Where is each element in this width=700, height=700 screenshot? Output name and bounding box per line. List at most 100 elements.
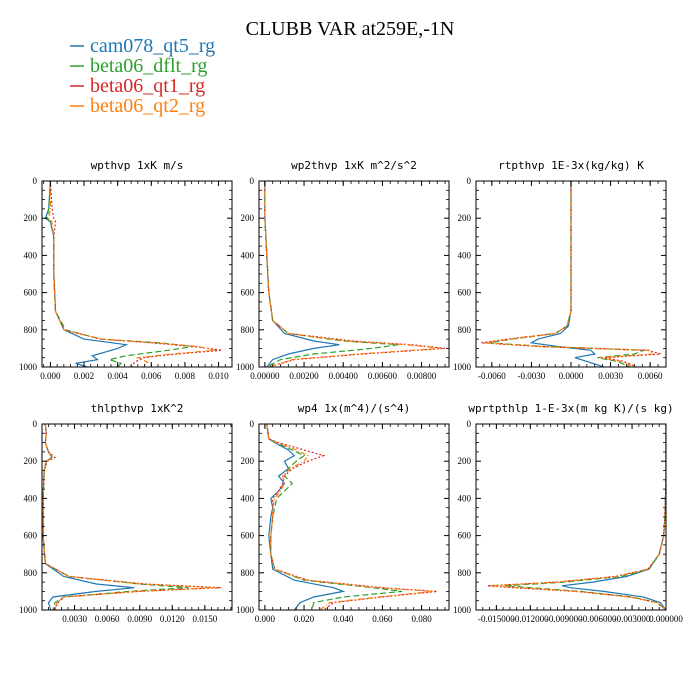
x-tick-label: 0.040 (333, 614, 354, 624)
y-tick-label: 1000 (236, 362, 255, 372)
series-line-1 (266, 424, 346, 610)
panel-2: wp2thvp 1xK m^2/s^2 0 200 400 600 800 1000 0.00… (236, 159, 450, 381)
y-tick-label: 0 (467, 176, 472, 186)
series-line-3 (264, 181, 446, 367)
x-tick-label: 0.0000 (559, 371, 584, 381)
panel-3: rtpthvp 1E-3x(kg/kg) K02004006008001000-… (453, 159, 667, 381)
y-tick-label: 400 (24, 493, 38, 503)
series-line-4 (485, 181, 654, 367)
x-tick-label: -0.003000 (614, 614, 651, 624)
y-tick-label: 600 (24, 288, 38, 298)
series-group (487, 424, 666, 610)
series-line-4 (490, 424, 666, 610)
y-tick-label: 400 (241, 250, 255, 260)
x-tick-label: 0.0030 (62, 614, 87, 624)
series-line-1 (561, 424, 666, 610)
y-tick-label: 0 (33, 419, 38, 429)
x-tick-label: 0.00200 (289, 371, 319, 381)
series-group (266, 424, 438, 610)
x-tick-label: -0.0060 (478, 371, 506, 381)
x-tick-label: 0.000 (40, 371, 61, 381)
x-tick-label: 0.008 (175, 371, 196, 381)
y-tick-label: 200 (241, 213, 255, 223)
plot-frame (41, 180, 233, 368)
x-tick-label: 0.010 (208, 371, 229, 381)
y-tick-label: 0 (467, 419, 472, 429)
y-tick-label: 200 (241, 456, 255, 466)
series-line-3 (266, 424, 438, 610)
y-tick-label: 600 (458, 531, 472, 541)
y-tick-label: 1000 (236, 605, 255, 615)
y-tick-label: 600 (241, 288, 255, 298)
panel-4: thlpthvp 1xK^2 0 200 400 600 800 1000 0.0030 0.0… (19, 402, 233, 624)
figure-title: CLUBB VAR at259E,-1N (246, 18, 455, 40)
x-tick-label: -0.009000 (546, 614, 583, 624)
series-group (481, 181, 661, 367)
y-tick-label: 0 (250, 176, 255, 186)
series-group (42, 424, 222, 610)
series-line-2 (46, 181, 194, 367)
y-tick-label: 600 (458, 288, 472, 298)
legend-entry: beta06_qt2_rg (90, 95, 205, 117)
x-tick-label: 0.000 (255, 614, 276, 624)
y-tick-label: 1000 (453, 605, 472, 615)
y-tick-label: 400 (24, 250, 38, 260)
legend-entry: cam078_qt5_rg (90, 35, 215, 57)
y-tick-label: 1000 (19, 362, 38, 372)
x-tick-label: 0.0060 (95, 614, 120, 624)
x-tick-label: 0.020 (294, 614, 315, 624)
series-line-4 (264, 181, 442, 367)
series-line-4 (48, 181, 216, 367)
x-tick-label: 0.0090 (127, 614, 152, 624)
x-tick-label: 0.002 (74, 371, 94, 381)
y-tick-label: 600 (241, 531, 255, 541)
x-tick-label: -0.012000 (512, 614, 549, 624)
x-tick-label: 0.0120 (160, 614, 185, 624)
y-tick-label: 200 (24, 213, 38, 223)
y-tick-label: 800 (458, 568, 472, 578)
series-line-3 (487, 424, 666, 610)
x-tick-label: 0.000000 (649, 614, 683, 624)
legend: cam078_qt5_rgbeta06_dflt_rgbeta06_qt1_rg… (70, 35, 215, 117)
y-tick-label: 200 (458, 456, 472, 466)
y-tick-label: 200 (24, 456, 38, 466)
x-tick-label: 0.004 (108, 371, 129, 381)
y-tick-label: 400 (241, 493, 255, 503)
panel-title: wp2thvp 1xK m^2/s^2 (291, 159, 417, 172)
x-tick-label: 0.00400 (329, 371, 359, 381)
y-tick-label: 800 (24, 568, 38, 578)
y-tick-label: 800 (241, 325, 255, 335)
y-tick-label: 1000 (19, 605, 38, 615)
x-tick-label: 0.006 (141, 371, 162, 381)
y-tick-label: 600 (24, 531, 38, 541)
x-tick-label: 0.080 (411, 614, 432, 624)
plot-frame (41, 423, 233, 611)
x-tick-label: -0.015000 (478, 614, 515, 624)
series-line-1 (44, 181, 129, 367)
y-tick-label: 400 (458, 250, 472, 260)
y-tick-label: 200 (458, 213, 472, 223)
x-tick-label: -0.0030 (518, 371, 546, 381)
x-tick-label: 0.0060 (638, 371, 663, 381)
x-tick-label: 0.060 (372, 614, 393, 624)
series-line-2 (266, 424, 403, 610)
y-tick-label: 800 (458, 325, 472, 335)
series-line-4 (266, 424, 434, 610)
x-tick-label: 0.00600 (368, 371, 398, 381)
y-tick-label: 400 (458, 493, 472, 503)
series-group (44, 181, 222, 367)
panel-title: wp4 1x(m^4)/(s^4) (298, 402, 411, 415)
x-tick-label: 0.00800 (407, 371, 437, 381)
series-line-3 (49, 181, 222, 367)
plot-frame (475, 423, 667, 611)
y-tick-label: 0 (33, 176, 38, 186)
x-tick-label: 0.0030 (598, 371, 623, 381)
plot-frame (258, 423, 450, 611)
series-line-2 (42, 424, 189, 610)
series-group (264, 181, 446, 367)
series-line-3 (42, 424, 222, 610)
y-tick-label: 1000 (453, 362, 472, 372)
legend-entry: beta06_dflt_rg (90, 55, 207, 77)
